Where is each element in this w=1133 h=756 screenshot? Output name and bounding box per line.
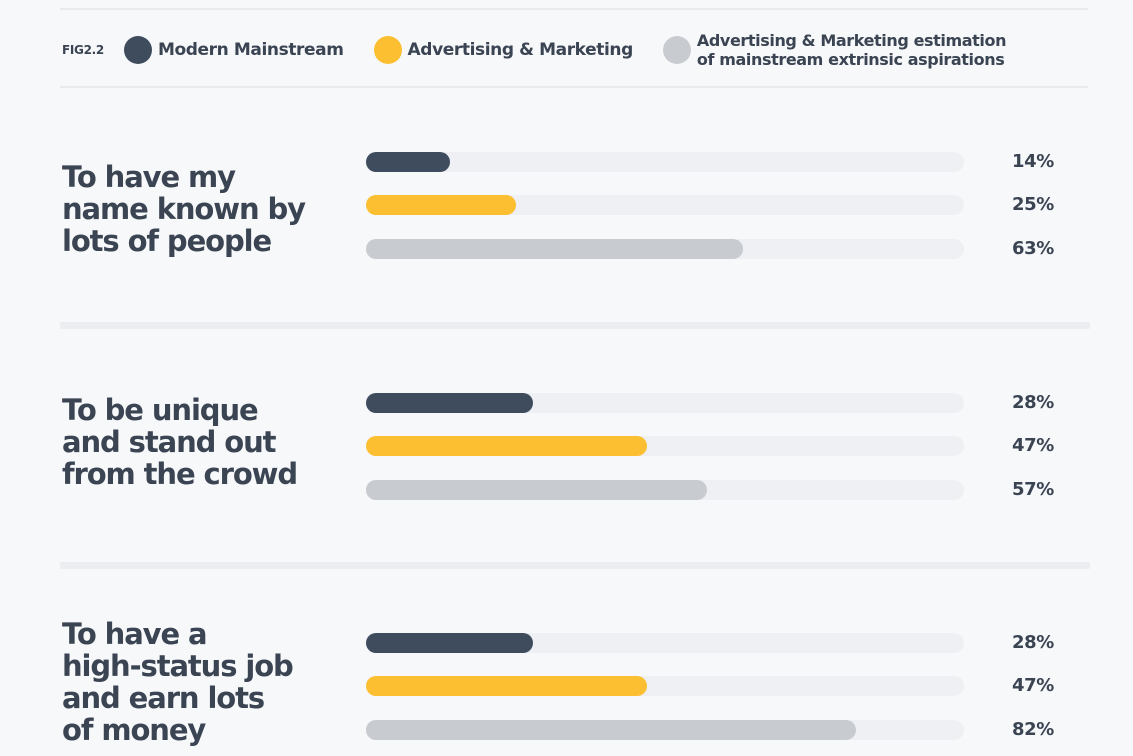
- bar-row: 28%: [366, 392, 1066, 413]
- bar-estimation: [366, 480, 707, 500]
- legend-swatch-modern-mainstream: [123, 36, 152, 64]
- bar-track: [366, 152, 964, 172]
- figure-label: FIG2.2: [62, 43, 104, 57]
- bar-advertising-marketing: [366, 436, 648, 456]
- bar-modern-mainstream: [366, 393, 534, 413]
- bar-value-label: 25%: [1012, 194, 1054, 215]
- top-divider: [60, 8, 1088, 10]
- legend-swatch-estimation: [662, 36, 691, 64]
- group-title-line: and earn lots: [62, 681, 265, 715]
- bar-row: 57%: [366, 479, 1066, 500]
- group-separator: [60, 322, 1090, 329]
- legend-label-estimation-line-2: of mainstream extrinsic aspirations: [696, 50, 1005, 69]
- group-title-line: To have my: [62, 160, 236, 194]
- legend-item-estimation: Advertising & Marketing estimation of ma…: [662, 31, 1007, 69]
- group-title-line: of money: [62, 713, 206, 747]
- bar-modern-mainstream: [366, 152, 450, 172]
- group-title-high-status: To have a high-status job and earn lots …: [62, 618, 352, 746]
- group-title-line: from the crowd: [62, 457, 298, 491]
- bar-advertising-marketing: [366, 676, 648, 696]
- bar-value-label: 14%: [1012, 151, 1054, 172]
- legend-label-modern-mainstream: Modern Mainstream: [157, 39, 344, 60]
- group-separator: [60, 562, 1090, 569]
- group-title-unique: To be unique and stand out from the crow…: [62, 394, 352, 490]
- legend-label-estimation: Advertising & Marketing estimation of ma…: [696, 31, 1007, 69]
- bar-row: 82%: [366, 719, 1066, 740]
- bar-value-label: 28%: [1012, 392, 1054, 413]
- bar-row: 47%: [366, 675, 1066, 696]
- legend-label-advertising-marketing: Advertising & Marketing: [407, 39, 634, 60]
- bar-row: 28%: [366, 632, 1066, 653]
- bar-value-label: 63%: [1012, 238, 1054, 259]
- group-title-line: To be unique: [62, 393, 259, 427]
- group-title-line: lots of people: [62, 224, 272, 258]
- group-title-line: and stand out: [62, 425, 277, 459]
- bar-value-label: 57%: [1012, 479, 1054, 500]
- group-title-line: name known by: [62, 192, 306, 226]
- legend: FIG2.2 Modern Mainstream Advertising & M…: [62, 28, 1036, 72]
- bar-advertising-marketing: [366, 195, 516, 215]
- legend-divider: [60, 86, 1088, 88]
- group-title-line: high-status job: [62, 649, 294, 683]
- bar-row: 14%: [366, 151, 1066, 172]
- bar-value-label: 47%: [1012, 435, 1054, 456]
- legend-swatch-advertising-marketing: [373, 36, 402, 64]
- group-title-line: To have a: [62, 617, 208, 651]
- bar-value-label: 47%: [1012, 675, 1054, 696]
- group-title-name-known: To have my name known by lots of people: [62, 161, 352, 257]
- legend-item-advertising-marketing: Advertising & Marketing: [373, 36, 634, 64]
- bar-row: 63%: [366, 238, 1066, 259]
- bar-value-label: 82%: [1012, 719, 1054, 740]
- bar-row: 47%: [366, 435, 1066, 456]
- bar-row: 25%: [366, 194, 1066, 215]
- bar-value-label: 28%: [1012, 632, 1054, 653]
- legend-item-modern-mainstream: Modern Mainstream: [123, 36, 344, 64]
- bar-track: [366, 195, 964, 215]
- bar-estimation: [366, 720, 857, 740]
- bar-modern-mainstream: [366, 633, 534, 653]
- legend-label-estimation-line-1: Advertising & Marketing estimation: [696, 31, 1007, 50]
- bar-estimation: [366, 239, 743, 259]
